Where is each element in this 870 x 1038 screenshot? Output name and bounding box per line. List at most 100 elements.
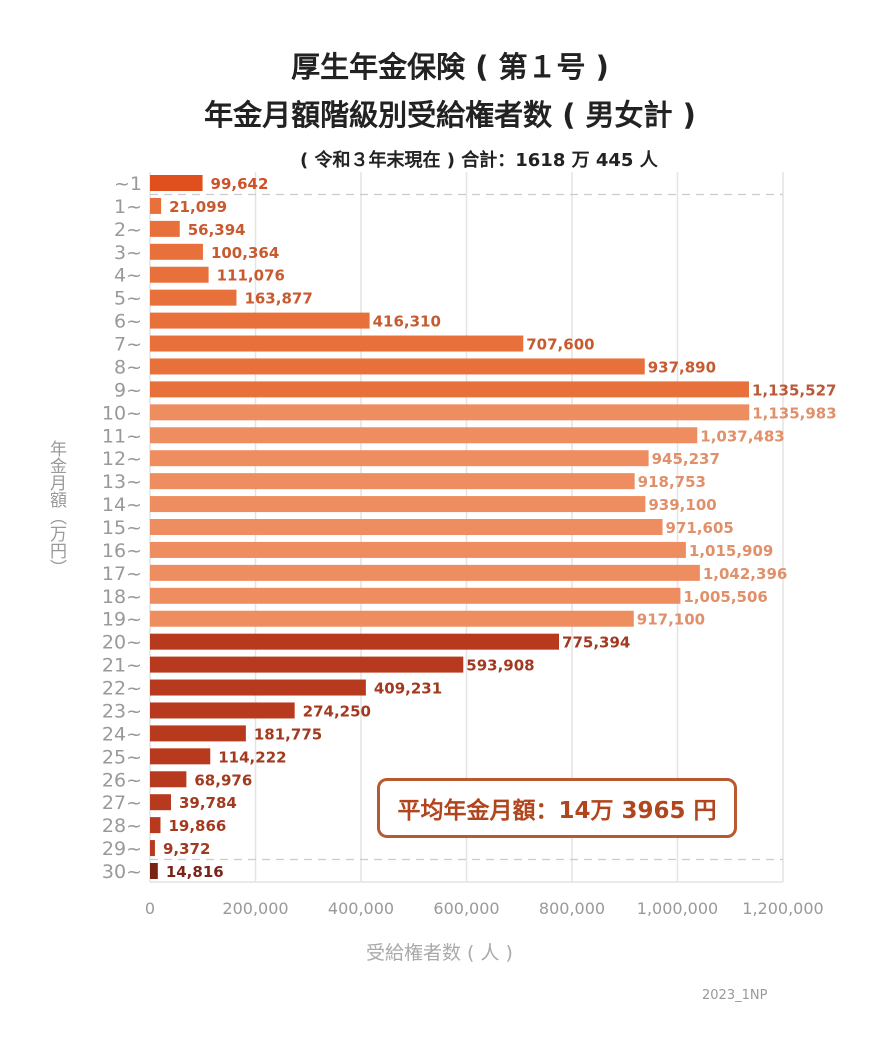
data-label: 917,100 [637, 611, 705, 629]
data-label: 1,135,527 [752, 381, 836, 399]
data-label: 939,100 [648, 496, 716, 514]
bar [150, 266, 209, 283]
data-label: 56,394 [188, 221, 246, 239]
x-tick-label: 800,000 [539, 899, 605, 918]
y-tick-label: 15~ [102, 517, 142, 539]
data-label: 99,642 [211, 175, 269, 193]
data-label: 1,042,396 [703, 565, 787, 583]
bar [150, 358, 645, 375]
data-label: 918,753 [638, 473, 706, 491]
x-tick-label: 1,200,000 [742, 899, 823, 918]
bar [150, 633, 560, 650]
data-label: 1,135,983 [752, 404, 836, 422]
y-tick-label: 30~ [102, 861, 142, 883]
data-label: 21,099 [169, 198, 227, 216]
x-tick-label: 1,000,000 [637, 899, 718, 918]
data-label: 163,877 [244, 290, 312, 308]
bar [150, 725, 246, 742]
y-tick-label: 6~ [114, 311, 142, 333]
data-label: 775,394 [562, 634, 630, 652]
y-tick-label: 27~ [102, 792, 142, 814]
data-label: 114,222 [218, 748, 286, 766]
bar [150, 243, 203, 260]
y-tick-label: 18~ [102, 586, 142, 608]
y-tick-label: 5~ [114, 288, 142, 310]
bar [150, 679, 366, 696]
bar [150, 656, 464, 673]
bar [150, 702, 295, 719]
average-pension-box: 平均年金月額：14万 3965 円 [377, 778, 737, 838]
y-tick-label: 17~ [102, 563, 142, 585]
chart-subtitle: ( 令和３年末現在 ) 合計：1618 万 445 人 [300, 150, 658, 171]
y-tick-label: 19~ [102, 609, 142, 631]
x-axis-label: 受給権者数 ( 人 ) [366, 942, 513, 964]
y-tick-label: 7~ [114, 334, 142, 356]
chart-title-line2: 年金月額階級別受給権者数 ( 男女計 ) [204, 98, 696, 132]
x-tick-label: 600,000 [433, 899, 499, 918]
bar [150, 175, 203, 191]
bar [150, 541, 686, 558]
y-tick-label: 25~ [102, 746, 142, 768]
bar [150, 335, 524, 352]
bar [150, 863, 158, 879]
data-label: 707,600 [526, 336, 594, 354]
data-label: 68,976 [194, 771, 252, 789]
data-label: 100,364 [211, 244, 279, 262]
y-tick-label: 12~ [102, 448, 142, 470]
bar [150, 197, 162, 214]
data-label: 39,784 [179, 794, 237, 812]
bar [150, 381, 749, 398]
x-tick-label: 400,000 [328, 899, 394, 918]
y-tick-label: 29~ [102, 838, 142, 860]
data-label: 416,310 [373, 313, 441, 331]
data-label: 1,015,909 [689, 542, 773, 560]
credit-text: 2023_1NP [702, 988, 768, 1003]
y-tick-label: 21~ [102, 655, 142, 677]
y-tick-label: 16~ [102, 540, 142, 562]
chart-title-line1: 厚生年金保険 ( 第１号 ) [291, 50, 609, 84]
data-label: 111,076 [217, 267, 285, 285]
data-label: 1,005,506 [683, 588, 767, 606]
bar [150, 564, 700, 581]
data-label: 945,237 [652, 450, 720, 468]
y-tick-label: 26~ [102, 769, 142, 791]
bar [150, 817, 161, 834]
bar [150, 404, 750, 421]
data-label: 409,231 [374, 680, 442, 698]
y-tick-label: 11~ [102, 425, 142, 447]
y-axis-label: 年金月額（万円） [46, 440, 66, 576]
bar [150, 610, 634, 627]
y-tick-label: 2~ [114, 219, 142, 241]
bar [150, 519, 663, 535]
bar [150, 496, 646, 513]
data-label: 1,037,483 [700, 427, 784, 445]
y-tick-label: 4~ [114, 265, 142, 287]
y-tick-label: 9~ [114, 379, 142, 401]
y-tick-label: ~1 [114, 173, 142, 195]
data-label: 9,372 [163, 840, 210, 858]
data-label: 593,908 [466, 657, 534, 675]
bar [150, 312, 370, 329]
data-label: 274,250 [303, 702, 371, 720]
bar [150, 427, 698, 444]
y-tick-label: 10~ [102, 402, 142, 424]
bar [150, 587, 681, 604]
y-tick-label: 24~ [102, 723, 142, 745]
y-tick-label: 28~ [102, 815, 142, 837]
bar [150, 794, 171, 811]
bar [150, 450, 649, 467]
bar [150, 771, 187, 788]
y-tick-label: 23~ [102, 700, 142, 722]
bar [150, 220, 180, 237]
bar [150, 748, 211, 765]
y-tick-label: 1~ [114, 196, 142, 218]
x-tick-label: 0 [145, 899, 155, 918]
bar [150, 289, 237, 306]
bar [150, 840, 155, 857]
y-tick-label: 14~ [102, 494, 142, 516]
y-tick-label: 13~ [102, 471, 142, 493]
bar [150, 473, 635, 490]
x-tick-label: 200,000 [222, 899, 288, 918]
y-tick-label: 22~ [102, 678, 142, 700]
